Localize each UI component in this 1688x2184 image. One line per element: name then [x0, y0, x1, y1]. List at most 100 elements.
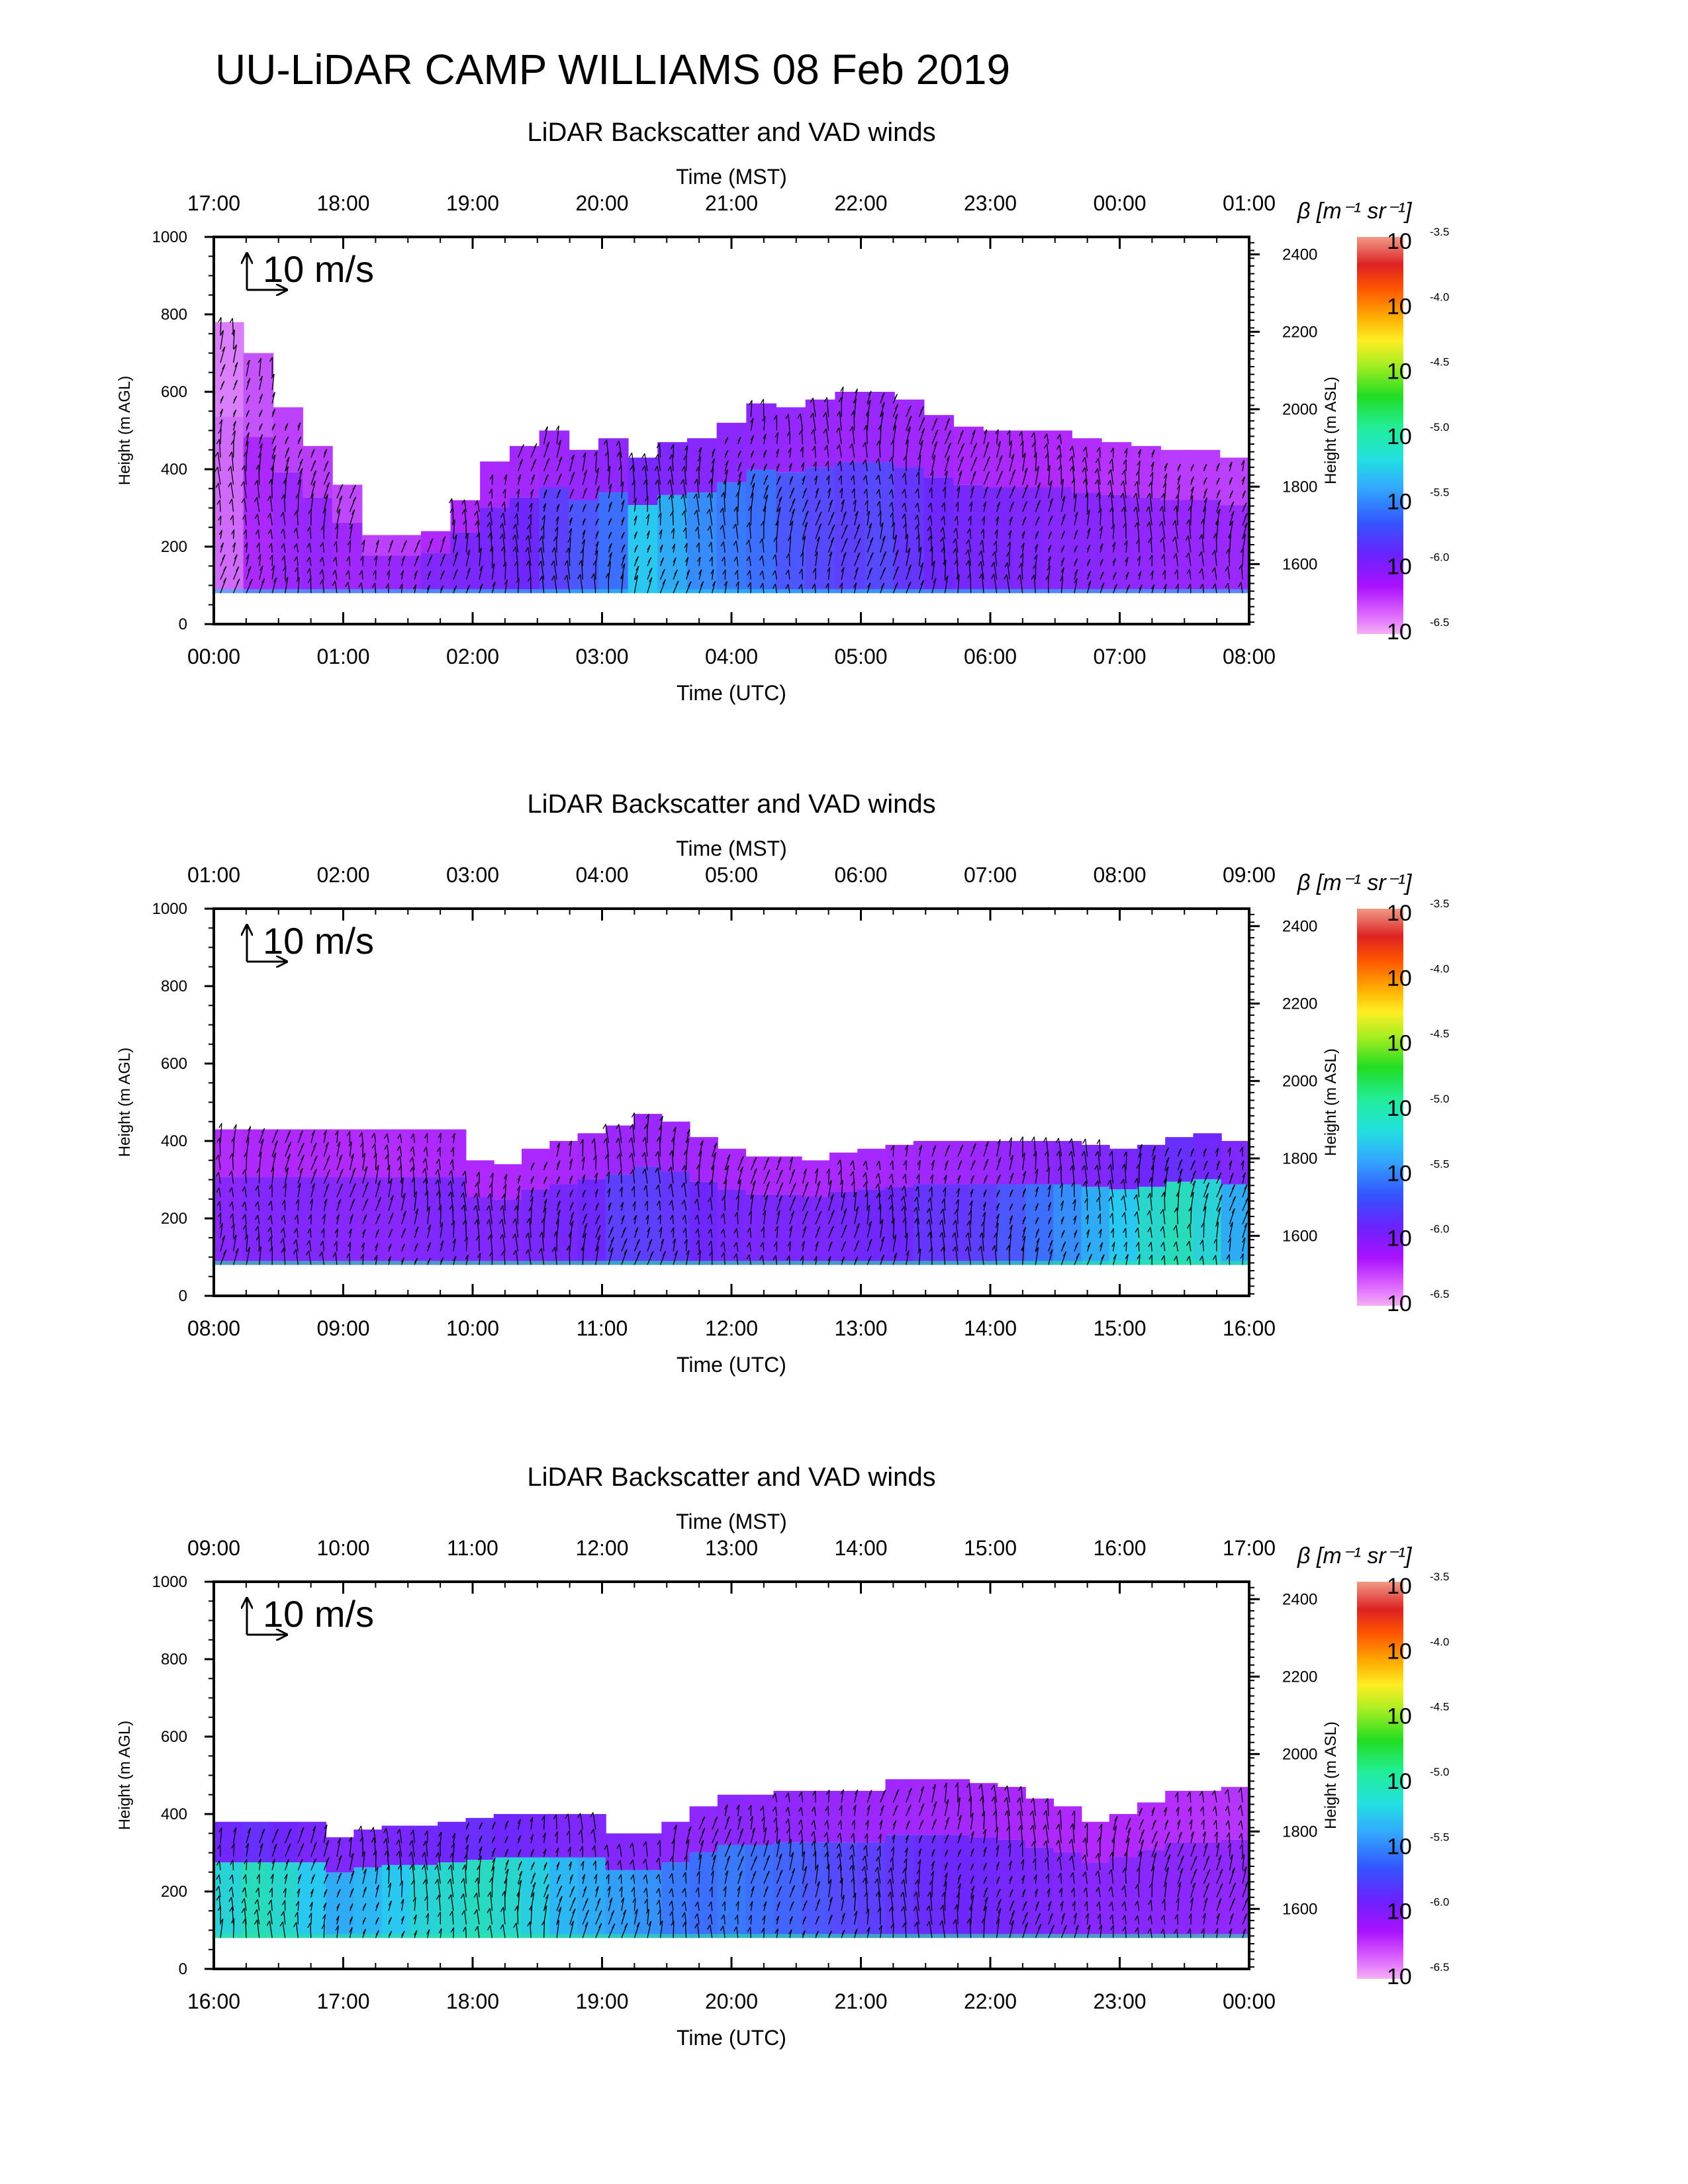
wind-arrow-head	[814, 1255, 818, 1261]
backscatter-cell	[835, 392, 866, 463]
wind-arrow-head	[232, 421, 236, 426]
wind-arrow	[618, 441, 622, 458]
wind-arrow-head	[686, 1250, 690, 1255]
wind-arrow	[1214, 550, 1217, 567]
wind-arrow-head	[727, 1829, 731, 1835]
wind-arrow	[553, 561, 557, 580]
wind-arrow-head	[246, 395, 250, 400]
wind-arrow-head	[970, 1831, 974, 1837]
wind-arrow-head	[970, 1894, 974, 1900]
wind-arrow	[362, 1851, 365, 1870]
wind-arrow-head	[1217, 508, 1221, 514]
wind-arrow-head	[659, 1116, 663, 1121]
wind-arrow-head	[943, 1782, 947, 1788]
wind-arrow-head	[255, 1214, 259, 1220]
wind-arrow-head	[1035, 1203, 1039, 1208]
wind-arrow-head	[682, 1165, 686, 1171]
wind-arrow	[685, 543, 688, 553]
wind-arrow	[297, 1912, 299, 1925]
wind-arrow-head	[1055, 1138, 1059, 1143]
wind-arrow	[994, 1796, 998, 1817]
wind-arrow-head	[259, 423, 263, 429]
wind-arrow-head	[759, 582, 764, 588]
wind-arrow	[647, 1909, 649, 1925]
wind-arrow-head	[1231, 1208, 1235, 1214]
wind-arrow	[244, 1898, 247, 1911]
wind-arrow-head	[721, 1195, 726, 1201]
backscatter-cell	[997, 1184, 1026, 1265]
wind-arrow-head	[1088, 1253, 1092, 1259]
wind-arrow-head	[1124, 448, 1128, 453]
backscatter-cell	[773, 1790, 802, 1843]
wind-arrow	[1086, 510, 1090, 525]
wind-arrow	[283, 1215, 286, 1224]
wind-arrow-head	[823, 1832, 827, 1838]
wind-arrow-head	[650, 1251, 654, 1257]
wind-arrow-head	[720, 508, 724, 513]
wind-arrow	[645, 1874, 648, 1884]
wind-arrow-head	[375, 1930, 379, 1936]
wind-arrow	[839, 444, 842, 458]
wind-arrow	[1048, 565, 1051, 580]
wind-arrow-head	[362, 1929, 366, 1934]
wind-arrow-head	[836, 1853, 840, 1859]
wind-arrow-head	[1242, 1237, 1246, 1243]
wind-arrow-head	[1203, 1148, 1207, 1154]
wind-arrow-head	[1199, 568, 1203, 574]
wind-arrow-head	[1241, 1160, 1244, 1165]
wind-arrow-head	[447, 1894, 452, 1899]
colorbar-tick-base: 10	[1387, 1096, 1412, 1121]
wind-arrow-head	[371, 1132, 375, 1138]
colorbar-tick-exponent: -5.5	[1430, 1158, 1449, 1170]
wind-arrow	[246, 1828, 252, 1844]
wind-arrow-head	[829, 1897, 833, 1902]
wind-arrow-head	[720, 1242, 724, 1247]
wind-arrow-head	[622, 554, 626, 560]
wind-arrow-head	[996, 1862, 1000, 1868]
wind-arrow	[1125, 1253, 1129, 1265]
wind-arrow-head	[1216, 1160, 1220, 1166]
wind-arrow	[336, 1838, 341, 1857]
wind-arrow-head	[682, 527, 686, 533]
wind-arrow-head	[608, 543, 612, 549]
wind-arrow-head	[337, 508, 341, 514]
wind-arrow	[1137, 481, 1140, 498]
wind-arrow	[776, 1817, 778, 1830]
wind-arrow-head	[514, 1205, 518, 1211]
wind-arrow-head	[364, 1166, 368, 1171]
wind-arrow	[477, 520, 480, 539]
wind-arrow-head	[878, 1925, 882, 1931]
wind-arrow-head	[245, 1843, 249, 1848]
wind-arrow-head	[267, 1226, 271, 1232]
wind-arrow-head	[992, 551, 996, 557]
wind-arrow-head	[242, 1224, 247, 1230]
wind-arrow-head	[862, 1878, 866, 1883]
wind-arrow-head	[709, 556, 713, 562]
wind-arrow-head	[1164, 463, 1168, 469]
wind-arrow	[1216, 1206, 1221, 1224]
wind-arrow	[983, 1897, 988, 1911]
wind-arrow-head	[1049, 480, 1053, 486]
wind-arrow	[1021, 563, 1023, 580]
wind-arrow-head	[228, 1187, 232, 1193]
wind-arrow-head	[841, 1913, 845, 1918]
wind-arrow-head	[254, 514, 258, 520]
wind-arrow-head	[971, 1886, 975, 1891]
wind-arrow-head	[849, 1854, 853, 1860]
wind-arrow-head	[221, 381, 225, 387]
wind-arrow-head	[695, 1887, 699, 1893]
wind-arrow-head	[895, 549, 899, 555]
wind-arrow	[1112, 541, 1116, 553]
wind-arrow-head	[520, 443, 524, 449]
wind-arrow	[400, 1193, 406, 1211]
wind-arrow	[1242, 1160, 1244, 1170]
wind-arrow-head	[526, 524, 530, 530]
wind-arrow	[1151, 1155, 1156, 1171]
wind-arrow	[980, 1784, 984, 1803]
wind-arrow-head	[844, 524, 848, 530]
wind-arrow	[349, 1853, 354, 1870]
wind-arrow	[802, 522, 808, 539]
wind-arrow-head	[402, 555, 406, 561]
wind-arrow-head	[1229, 520, 1234, 526]
y-tick-label: 800	[161, 306, 187, 324]
